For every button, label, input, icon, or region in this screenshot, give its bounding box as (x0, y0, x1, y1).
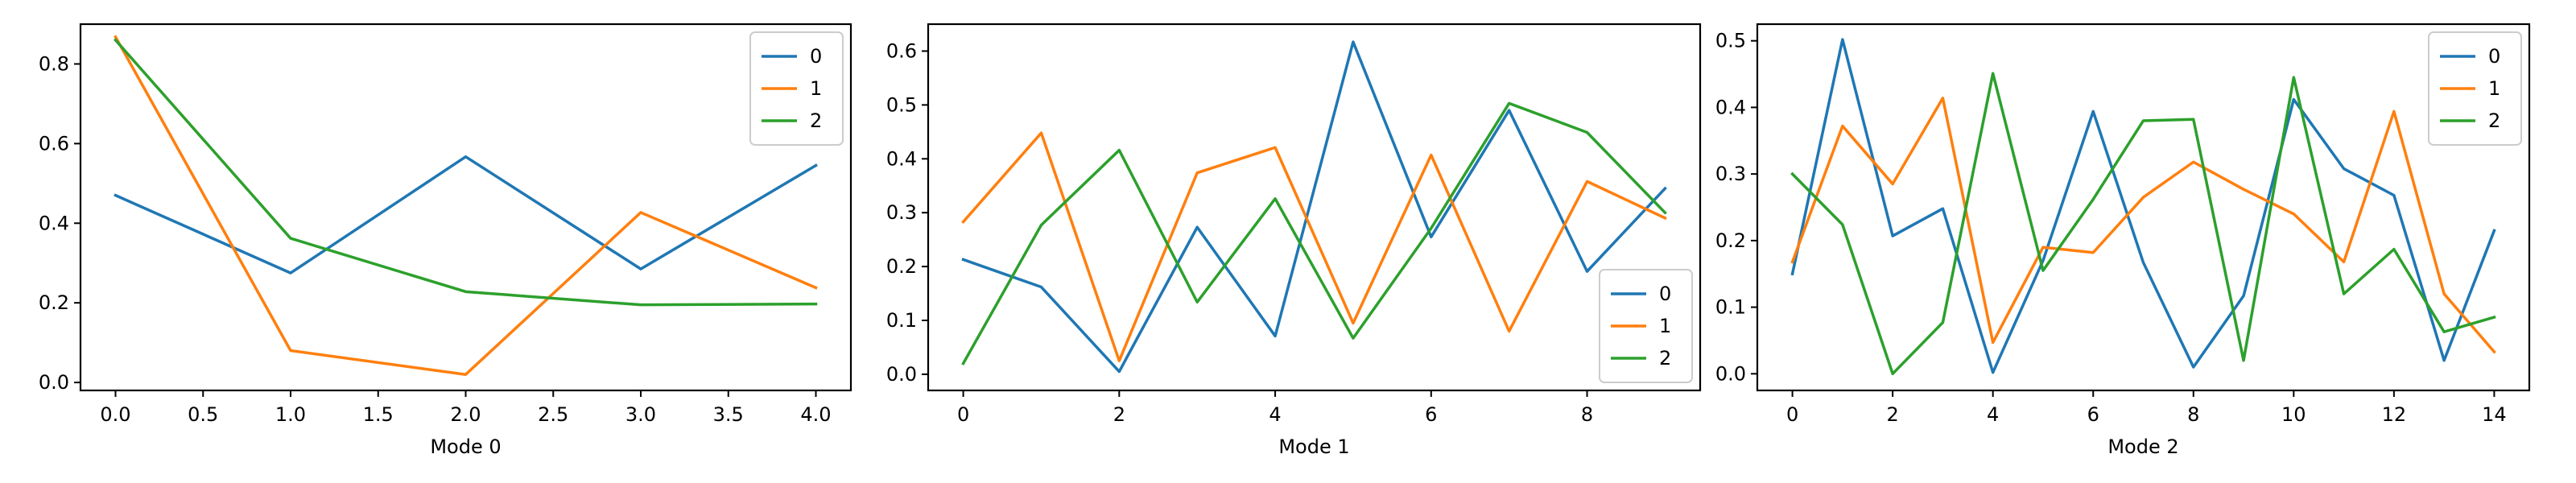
x-tick-label: 8 (1581, 403, 1593, 426)
y-tick-label: 0.3 (1715, 163, 1746, 185)
y-tick-label: 0.0 (1715, 362, 1746, 385)
x-axis-label: Mode 1 (1278, 436, 1349, 458)
series-line-1 (961, 131, 1667, 362)
x-axis-label: Mode 2 (2107, 436, 2178, 458)
y-tick-label: 0.4 (39, 212, 69, 234)
x-tick-label: 6 (2087, 403, 2099, 426)
axes-frame (927, 23, 1702, 392)
series-line-0 (1790, 38, 2496, 374)
x-tick-label: 12 (2382, 403, 2407, 426)
legend-label-1: 1 (810, 77, 822, 100)
series-line-0 (961, 40, 1667, 374)
x-tick-label: 14 (2482, 403, 2507, 426)
legend-label-2: 2 (2488, 109, 2500, 132)
x-tick-label: 0.0 (100, 403, 130, 426)
legend-label-0: 0 (1659, 283, 1671, 305)
y-tick-label: 0.5 (886, 93, 917, 116)
legend: 0 1 2 (749, 31, 844, 146)
x-tick-label: 4.0 (800, 403, 831, 426)
series-line-2 (961, 101, 1667, 365)
x-tick-label: 4 (1269, 403, 1281, 426)
series-line-1 (114, 35, 818, 376)
legend-label-1: 1 (2488, 77, 2500, 100)
y-tick-label: 0.2 (39, 291, 69, 314)
legend-label-0: 0 (2488, 45, 2500, 68)
x-tick-label: 8 (2187, 403, 2199, 426)
y-tick-label: 0.0 (886, 363, 917, 386)
y-tick-label: 0.8 (39, 52, 69, 75)
y-tick-label: 0.4 (1715, 96, 1746, 118)
x-tick-label: 1.0 (275, 403, 306, 426)
x-tick-label: 6 (1425, 403, 1437, 426)
y-tick-label: 0.6 (39, 132, 69, 155)
x-tick-label: 2 (1113, 403, 1125, 426)
x-tick-label: 3.5 (713, 403, 744, 426)
y-tick-label: 0.6 (886, 39, 917, 62)
x-tick-label: 0 (957, 403, 969, 426)
y-tick-label: 0.3 (886, 201, 917, 224)
y-tick-label: 0.5 (1715, 30, 1746, 52)
x-tick-label: 4 (1987, 403, 1999, 426)
legend-label-1: 1 (1659, 315, 1671, 337)
y-tick-label: 0.2 (1715, 229, 1746, 252)
legend-label-2: 2 (810, 109, 822, 132)
series-line-2 (114, 38, 818, 307)
legend: 0 1 2 (1599, 269, 1693, 383)
x-tick-label: 2 (1886, 403, 1898, 426)
chart-panel-0: 0.0 0.5 1.0 1.5 2.0 2.5 3.0 3.5 4.0 0.0 0.2 0.4 0.6 0… (39, 23, 852, 458)
series-line-2 (1790, 72, 2496, 376)
x-tick-label: 3.0 (625, 403, 656, 426)
legend: 0 1 2 (2428, 31, 2522, 146)
series-line-1 (1790, 97, 2496, 354)
series-line-0 (114, 155, 818, 275)
x-tick-label: 0.5 (188, 403, 218, 426)
x-tick-label: 2.5 (538, 403, 568, 426)
legend-label-0: 0 (810, 45, 822, 68)
y-tick-label: 0.1 (886, 309, 917, 332)
x-tick-label: 2.0 (450, 403, 481, 426)
chart-panel-1: 0 2 4 6 8 0.0 0.1 0.2 0.3 0.4 0.5 0.6 Mode 1 0 1 2 (886, 23, 1702, 458)
x-axis-label: Mode 0 (430, 436, 501, 458)
y-tick-label: 0.2 (886, 255, 917, 278)
legend-label-2: 2 (1659, 347, 1671, 369)
y-tick-label: 0.4 (886, 147, 917, 170)
y-tick-label: 0.0 (39, 371, 69, 394)
y-tick-label: 0.1 (1715, 296, 1746, 319)
axes-frame (1756, 23, 2531, 392)
x-tick-label: 1.5 (363, 403, 394, 426)
x-tick-label: 0 (1786, 403, 1798, 426)
x-tick-label: 10 (2281, 403, 2306, 426)
axes-frame (79, 23, 852, 392)
